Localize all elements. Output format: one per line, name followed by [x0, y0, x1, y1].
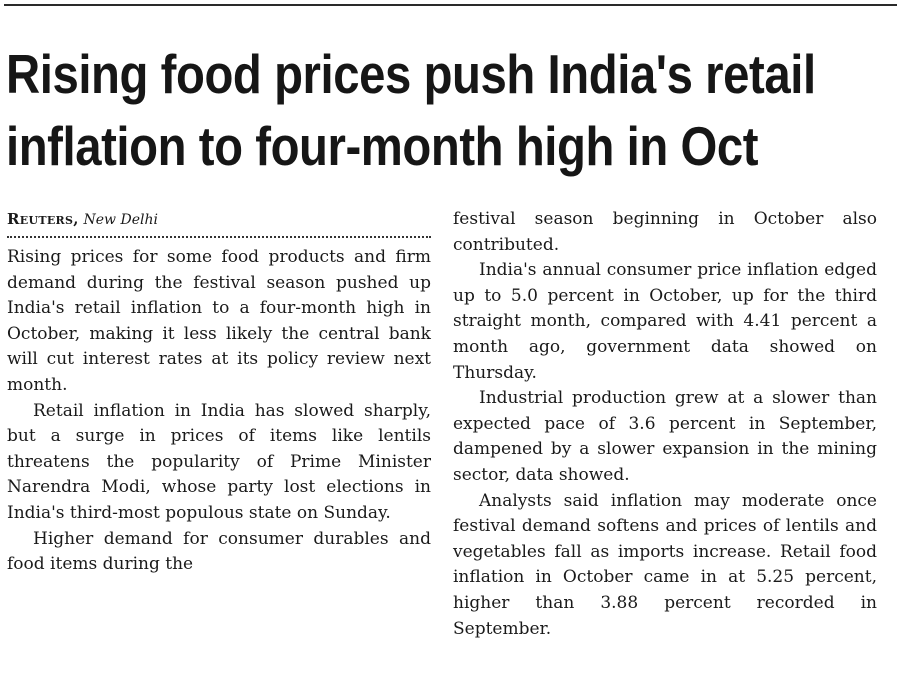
article-column-right: festival season beginning in October als… [453, 207, 877, 642]
top-rule [4, 4, 897, 6]
byline-agency: Reuters, [7, 210, 79, 228]
article-paragraph-5: Industrial production grew at a slower t… [453, 388, 877, 485]
article-paragraph-2: Retail inflation in India has slowed sha… [7, 400, 431, 523]
article-headline: Rising food prices push India's retail i… [6, 38, 816, 182]
article-paragraph-6: Analysts said inflation may moderate onc… [453, 490, 877, 639]
byline-divider [7, 236, 431, 238]
headline-line-2: inflation to four-month high in Oct [6, 115, 759, 177]
article-paragraph-3-continued: festival season beginning in October als… [453, 209, 877, 255]
byline: Reuters, New Delhi [7, 206, 431, 234]
headline-line-1: Rising food prices push India's retail [6, 43, 816, 105]
article-paragraph-3-start: Higher demand for consumer durables and … [7, 528, 431, 575]
byline-place: New Delhi [83, 212, 158, 228]
article-paragraph-4: India's annual consumer price inflation … [453, 260, 877, 383]
article-column-left: Reuters, New Delhi Rising prices for som… [7, 206, 431, 578]
article-paragraph-1: Rising prices for some food products and… [7, 247, 431, 395]
